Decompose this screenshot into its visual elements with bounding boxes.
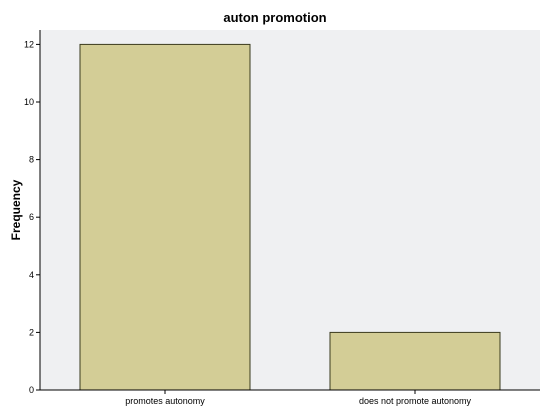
chart-title: auton promotion	[223, 10, 326, 25]
y-tick-label: 2	[29, 327, 34, 337]
y-tick-label: 4	[29, 270, 34, 280]
bar-1	[329, 331, 501, 391]
x-tick-label: promotes autonomy	[125, 396, 205, 406]
y-tick-label: 8	[29, 155, 34, 165]
y-tick-label: 10	[24, 97, 34, 107]
bar-0	[79, 43, 251, 391]
bars-layer	[79, 43, 501, 391]
y-tick-label: 12	[24, 39, 34, 49]
x-ticks: promotes autonomy does not promote autono…	[125, 390, 472, 406]
y-ticks: 0 2 4 6 8 10 12	[24, 39, 40, 395]
y-tick-label: 0	[29, 385, 34, 395]
x-tick-label: does not promote autonomy	[359, 396, 472, 406]
y-tick-label: 6	[29, 212, 34, 222]
y-axis-label: Frequency	[9, 179, 23, 240]
